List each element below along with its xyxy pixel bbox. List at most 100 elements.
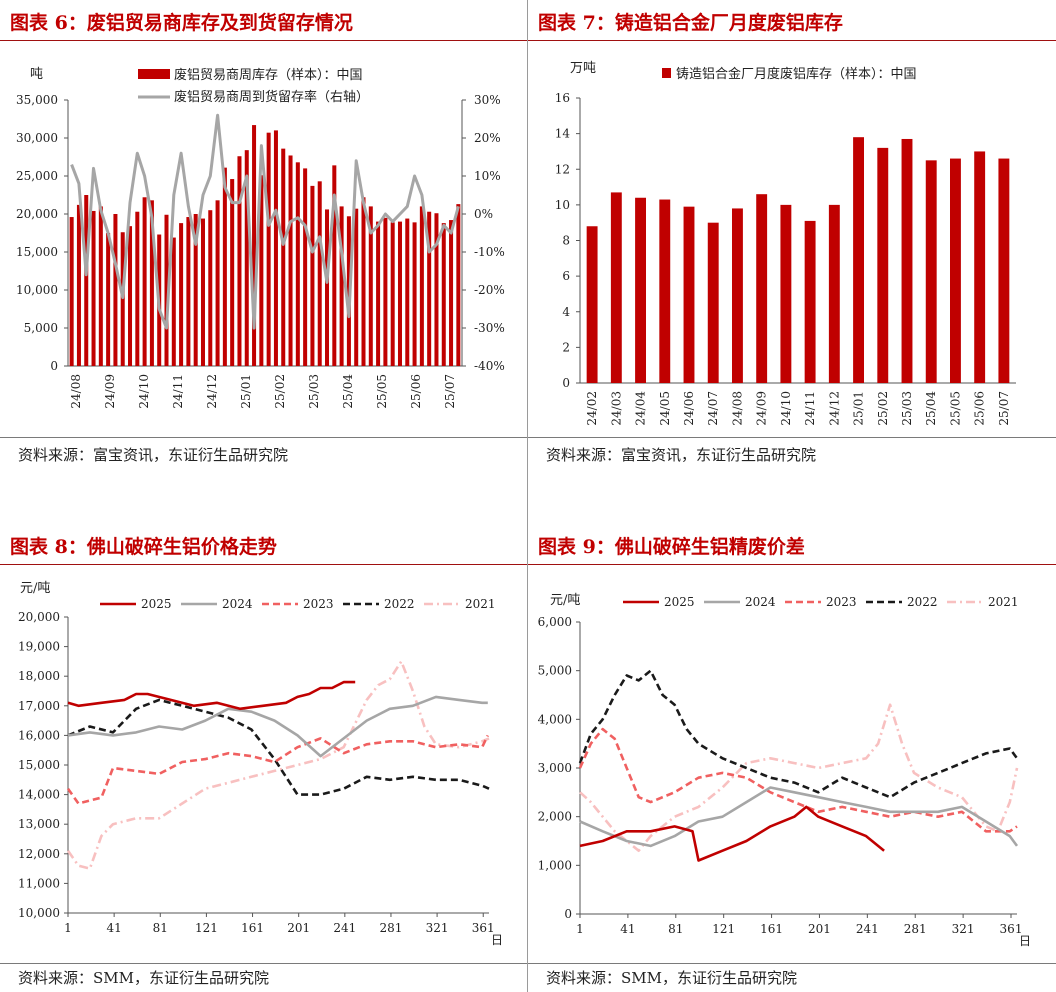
fig6-ytick-right: 30% xyxy=(474,93,501,107)
fig6-xtick-label: 25/01 xyxy=(239,374,253,409)
fig7-bar xyxy=(998,158,1010,383)
fig6-bar xyxy=(412,222,417,366)
fig8-xtick: 321 xyxy=(426,921,449,935)
fig7-ytick: 2 xyxy=(562,340,570,354)
fig9-xtick: 201 xyxy=(808,922,831,936)
fig6-bar xyxy=(91,210,96,366)
fig9-legend-2022: 2022 xyxy=(907,595,938,609)
fig9-yunit: 元/吨 xyxy=(550,593,580,608)
fig7-xtick-label: 25/03 xyxy=(900,391,914,426)
fig7-ytick: 16 xyxy=(555,91,570,105)
fig8-xtick: 1 xyxy=(64,921,72,935)
fig7-xtick-label: 25/07 xyxy=(997,391,1011,426)
fig9-xtick: 41 xyxy=(620,922,635,936)
fig6-xtick-label: 24/12 xyxy=(205,374,219,409)
fig7-chart: 万吨 0 2 4 6 8 10 12 14 16 24/02 24/03 24/04 24/05 24/06… xyxy=(555,61,1016,426)
fig6-bar xyxy=(390,222,395,366)
fig6-bar xyxy=(441,223,446,366)
fig6-bar xyxy=(361,197,366,366)
fig6-ytick-right: -20% xyxy=(474,283,505,297)
fig6-bar xyxy=(456,204,461,366)
fig7-ytick: 10 xyxy=(555,198,570,212)
fig7-xtick-label: 24/07 xyxy=(706,391,720,426)
fig9-xtick: 161 xyxy=(760,922,783,936)
fig8-ytick: 13,000 xyxy=(18,817,60,831)
fig7-yunit: 万吨 xyxy=(570,61,596,76)
fig6-xtick-label: 25/07 xyxy=(443,374,457,409)
fig6-ytick-left: 0 xyxy=(50,359,58,373)
fig7-xtick-label: 25/02 xyxy=(876,391,890,426)
fig6-bar xyxy=(449,220,454,366)
fig8-ytick: 15,000 xyxy=(18,758,60,772)
fig7-bar xyxy=(610,192,622,383)
fig6-chart: 吨 0 5,000 10,000 15,000 20,000 25,000 30,000 35,… xyxy=(16,67,505,409)
fig6-bar xyxy=(98,206,103,366)
fig6-bar xyxy=(383,217,388,366)
fig6-bar xyxy=(171,237,176,366)
fig6-bar xyxy=(252,125,257,366)
fig8-yunit: 元/吨 xyxy=(20,581,50,596)
fig8-ytick: 10,000 xyxy=(18,906,60,920)
fig7-bar xyxy=(804,220,816,383)
fig7-legend-swatch xyxy=(662,68,671,78)
fig6-xtick-label: 24/11 xyxy=(171,374,185,409)
fig6-xtick-label: 24/09 xyxy=(103,374,117,409)
fig9-legend-2025: 2025 xyxy=(664,595,695,609)
fig6-bar xyxy=(164,214,169,366)
fig6-bar xyxy=(208,210,213,366)
fig8-ytick: 20,000 xyxy=(18,610,60,624)
fig8-ytick: 14,000 xyxy=(18,788,60,802)
fig8-xtick: 121 xyxy=(195,921,218,935)
fig6-source: 资料来源：富宝资讯，东证衍生品研究院 xyxy=(18,446,289,464)
fig7-title-rule xyxy=(528,40,1056,41)
fig8-xtick: 241 xyxy=(333,921,356,935)
fig6-ytick-left: 15,000 xyxy=(16,245,58,259)
fig6-ytick-left: 30,000 xyxy=(16,131,58,145)
fig9-chart: 元/吨 0 1,000 2,000 3,000 4,000 5,000 6,000 1 41 81 1… xyxy=(538,593,1031,948)
fig6-ytick-right: 0% xyxy=(474,207,493,221)
fig6-bar xyxy=(244,150,249,366)
fig6-bar xyxy=(266,132,271,366)
fig7-xtick-label: 25/01 xyxy=(852,391,866,426)
fig9-ytick: 2,000 xyxy=(538,810,572,824)
fig8-line-2021 xyxy=(66,660,490,870)
fig7-xtick-label: 24/11 xyxy=(803,391,817,426)
fig9-ytick: 6,000 xyxy=(538,615,572,629)
fig6-ytick-left: 35,000 xyxy=(16,93,58,107)
fig6-title-rule xyxy=(0,40,527,41)
fig7-bar xyxy=(707,222,719,383)
fig6-bar xyxy=(434,213,439,366)
fig8-source-rule xyxy=(0,963,527,964)
fig8-ytick: 12,000 xyxy=(18,847,60,861)
fig6-bar xyxy=(405,218,410,366)
fig6-bar xyxy=(332,165,337,366)
fig8-title-rule xyxy=(0,564,527,565)
fig7-bar xyxy=(901,138,913,383)
fig6-bar xyxy=(69,217,74,366)
fig6-source-rule xyxy=(0,437,527,438)
fig8-line-2022 xyxy=(67,698,490,796)
fig8-xtick: 41 xyxy=(106,921,121,935)
fig6-bar xyxy=(149,200,154,366)
panel-fig7: 图表 7：铸造铝合金厂月度废铝库存 万吨 0 2 4 6 8 10 12 14 16 24/02 24… xyxy=(528,0,1056,496)
fig8-legend-2024: 2024 xyxy=(222,597,253,611)
fig7-xtick-label: 24/08 xyxy=(730,391,744,426)
fig9-line-2025 xyxy=(579,805,885,862)
fig7-xtick-label: 24/03 xyxy=(609,391,623,426)
fig7-ytick: 12 xyxy=(555,162,570,176)
fig6-yunit-left: 吨 xyxy=(30,67,43,82)
fig6-xtick-label: 24/08 xyxy=(69,374,83,409)
fig9-xtick: 121 xyxy=(712,922,735,936)
fig6-bar xyxy=(288,155,293,366)
fig7-source: 资料来源：富宝资讯，东证衍生品研究院 xyxy=(546,446,817,464)
fig7-xtick-label: 25/04 xyxy=(924,391,938,426)
fig7-bar xyxy=(780,204,792,383)
fig6-bar xyxy=(76,204,81,366)
fig8-line-2023 xyxy=(66,734,489,805)
fig8-xtick: 161 xyxy=(241,921,264,935)
panel-fig8: 图表 8：佛山破碎生铝价格走势 元/吨 10,000 11,000 12,000 13,… xyxy=(0,496,528,992)
fig7-ytick: 8 xyxy=(562,234,570,248)
fig6-bar xyxy=(222,167,227,366)
fig9-xtick: 1 xyxy=(576,922,584,936)
fig7-xtick-label: 24/04 xyxy=(634,391,648,426)
